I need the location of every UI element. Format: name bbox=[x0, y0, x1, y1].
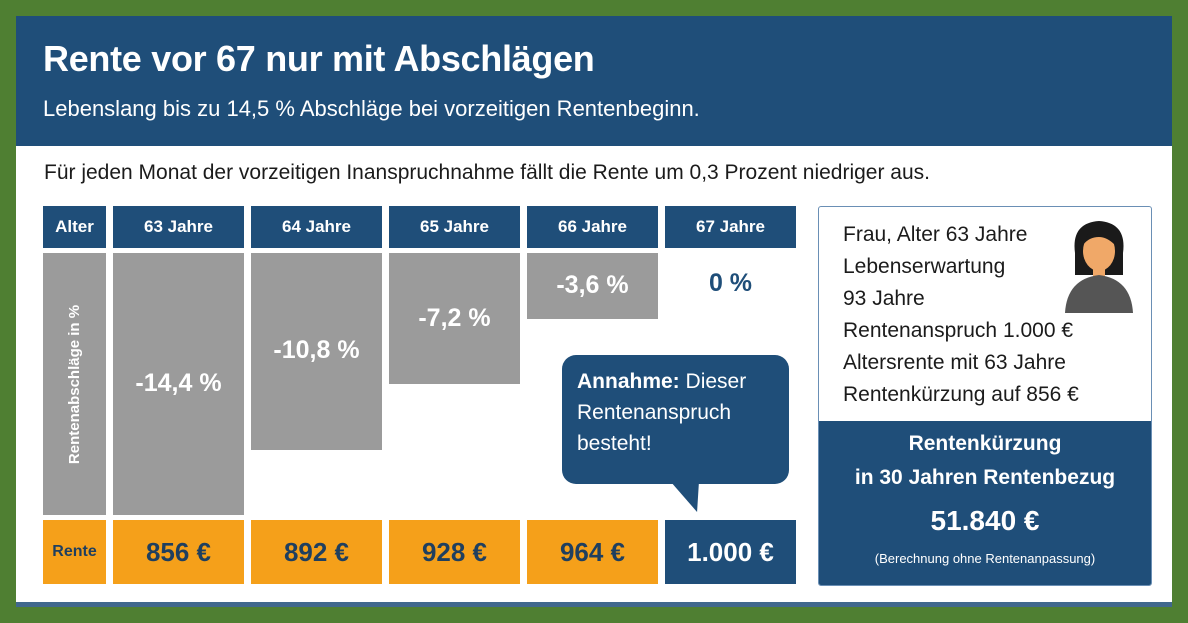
assumption-callout: Annahme: Dieser Rentenanspruch besteht! bbox=[562, 355, 789, 484]
bottom-rule bbox=[16, 602, 1172, 607]
rente-66: 964 € bbox=[527, 520, 658, 584]
callout-text: Dieser Rentenanspruch besteht! bbox=[577, 370, 747, 455]
bar-value-label: -7,2 % bbox=[418, 303, 491, 332]
rente-64: 892 € bbox=[251, 520, 382, 584]
bar-65 bbox=[389, 253, 520, 384]
header-67-jahre: 67 Jahre bbox=[665, 206, 796, 248]
bar-64 bbox=[251, 253, 382, 450]
bar-value-label: 0 % bbox=[708, 269, 753, 297]
bar-63 bbox=[113, 253, 244, 515]
summary-box: Rentenkürzung in 30 Jahren Rentenbezug 5… bbox=[819, 421, 1151, 585]
summary-amount: 51.840 € bbox=[930, 505, 1040, 536]
intro-text: Für jeden Monat der vorzeitigen Inanspru… bbox=[44, 161, 930, 184]
profile-line-6: Rentenkürzung auf 856 € bbox=[843, 383, 1079, 406]
header-65-jahre: 65 Jahre bbox=[389, 206, 520, 248]
rente-row-label: Rente bbox=[43, 520, 106, 584]
header-alter: Alter bbox=[43, 206, 106, 248]
profile-line-4: Rentenanspruch 1.000 € bbox=[843, 319, 1074, 342]
callout-tail bbox=[670, 482, 712, 512]
bar-value-label: -10,8 % bbox=[273, 336, 360, 365]
summary-line-1: Rentenkürzung bbox=[908, 432, 1062, 455]
axis-label-box bbox=[43, 253, 106, 515]
header-63-jahre: 63 Jahre bbox=[113, 206, 244, 248]
profile-line-1: Frau, Alter 63 Jahre bbox=[843, 223, 1028, 246]
profile-panel: Frau, Alter 63 Jahre Lebenserwartung 93 … bbox=[818, 206, 1152, 586]
summary-note: (Berechnung ohne Rentenanpassung) bbox=[874, 551, 1096, 566]
callout-bold: Annahme: bbox=[577, 370, 680, 393]
summary-line-2: in 30 Jahren Rentenbezug bbox=[854, 466, 1116, 489]
header-banner: Rente vor 67 nur mit Abschlägen Lebensla… bbox=[16, 16, 1172, 146]
header-66-jahre: 66 Jahre bbox=[527, 206, 658, 248]
woman-avatar-icon bbox=[1065, 221, 1133, 313]
header-64-jahre: 64 Jahre bbox=[251, 206, 382, 248]
profile-line-3: 93 Jahre bbox=[843, 287, 925, 310]
profile-line-5: Altersrente mit 63 Jahre bbox=[843, 351, 1066, 374]
bar-value-label: -14,4 % bbox=[135, 369, 222, 397]
infographic-frame: Rente vor 67 nur mit Abschlägen Lebensla… bbox=[16, 16, 1172, 607]
rente-63: 856 € bbox=[113, 520, 244, 584]
page-title: Rente vor 67 nur mit Abschlägen bbox=[43, 38, 595, 79]
y-axis-label: Rentenabschläge in % bbox=[66, 304, 83, 464]
rente-67: 1.000 € bbox=[665, 520, 796, 584]
bar-value-label: -3,6 % bbox=[556, 270, 629, 299]
bar-66 bbox=[527, 253, 658, 319]
profile-line-2: Lebenserwartung bbox=[843, 255, 1006, 278]
page-subtitle: Lebenslang bis zu 14,5 % Abschläge bei v… bbox=[43, 96, 700, 121]
rente-65: 928 € bbox=[389, 520, 520, 584]
